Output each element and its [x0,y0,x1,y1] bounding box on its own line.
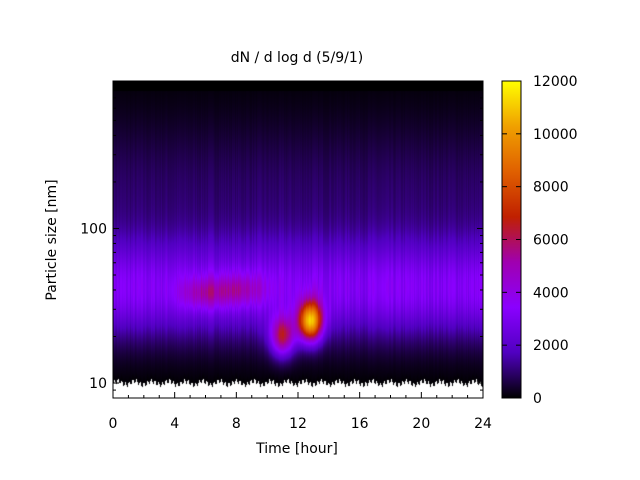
colorbar-tick-label: 6000 [533,233,569,249]
x-tick-label: 12 [289,416,307,432]
colorbar-tick-label: 12000 [533,74,578,90]
y-axis: 10 100 [80,80,483,399]
x-tick-label: 20 [412,416,430,432]
colorbar-axis: 0 2000 4000 6000 8000 10000 12000 [502,74,578,407]
colorbar-tick-label: 0 [533,391,542,407]
colorbar-tick-label: 2000 [533,338,569,354]
colorbar-tick-label: 4000 [533,285,569,301]
x-tick-label: 0 [109,416,118,432]
y-axis-label: Particle size [nm] [44,179,60,300]
colorbar-tick-label: 8000 [533,180,569,196]
x-tick-label: 24 [474,416,492,432]
heatmap-area [113,81,483,398]
chart-title: dN / d log d (5/9/1) [231,50,364,66]
heatmap-image [113,81,483,398]
y-tick-label: 10 [89,376,107,392]
colorbar-tick-label: 10000 [533,127,578,143]
x-tick-label: 16 [351,416,369,432]
x-tick-label: 4 [170,416,179,432]
x-axis-label: Time [hour] [255,441,338,457]
x-axis: 0 4 8 12 16 20 24 [109,81,492,432]
x-tick-label: 8 [232,416,241,432]
y-tick-label: 100 [80,221,107,237]
